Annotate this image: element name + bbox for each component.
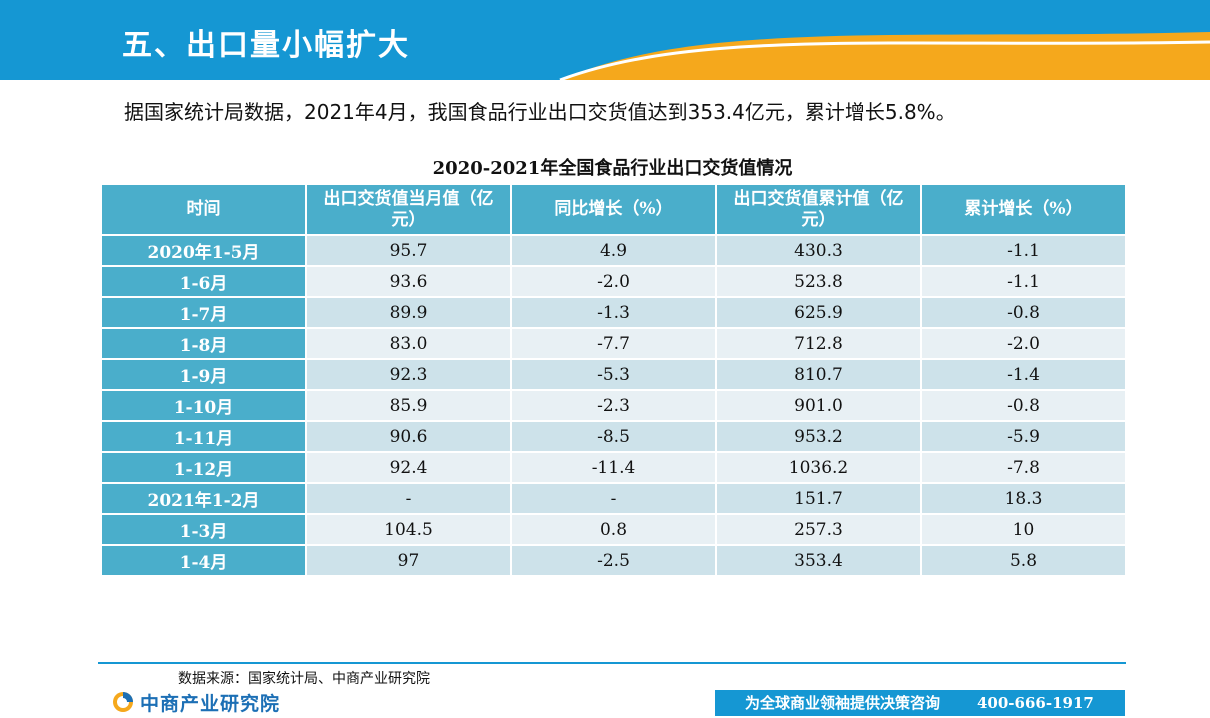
cell-yoy-growth: -2.0 bbox=[510, 265, 717, 298]
footer-slogan: 为全球商业领袖提供决策咨询 bbox=[745, 694, 941, 712]
cell-cumulative-value: 257.3 bbox=[715, 513, 922, 546]
cell-cumulative-growth: -7.8 bbox=[920, 451, 1127, 484]
cell-cumulative-growth: -5.9 bbox=[920, 420, 1127, 453]
logo-text: 中商产业研究院 bbox=[140, 692, 281, 715]
cell-monthly-value: 97 bbox=[305, 544, 512, 577]
cell-time: 2020年1-5月 bbox=[100, 234, 307, 267]
cell-monthly-value: 83.0 bbox=[305, 327, 512, 360]
footer-logo: 中商产业研究院 bbox=[112, 690, 281, 715]
cell-yoy-growth: -11.4 bbox=[510, 451, 717, 484]
cell-cumulative-growth: -0.8 bbox=[920, 296, 1127, 329]
cell-time: 1-11月 bbox=[100, 420, 307, 453]
cell-time: 1-7月 bbox=[100, 296, 307, 329]
table-row: 1-3月 104.5 0.8 257.3 10 bbox=[100, 513, 1127, 546]
cell-cumulative-value: 430.3 bbox=[715, 234, 922, 267]
cell-monthly-value: 92.3 bbox=[305, 358, 512, 391]
cell-yoy-growth: 0.8 bbox=[510, 513, 717, 546]
cell-yoy-growth: -2.3 bbox=[510, 389, 717, 422]
cell-yoy-growth: 4.9 bbox=[510, 234, 717, 267]
cell-cumulative-value: 353.4 bbox=[715, 544, 922, 577]
table-row: 1-6月 93.6 -2.0 523.8 -1.1 bbox=[100, 265, 1127, 298]
header-band: 五、出口量小幅扩大 bbox=[0, 0, 1210, 80]
cell-yoy-growth: -5.3 bbox=[510, 358, 717, 391]
cell-monthly-value: 92.4 bbox=[305, 451, 512, 484]
table-row: 2020年1-5月 95.7 4.9 430.3 -1.1 bbox=[100, 234, 1127, 267]
col-header-cumulative-value: 出口交货值累计值（亿元） bbox=[715, 183, 922, 236]
table-row: 1-11月 90.6 -8.5 953.2 -5.9 bbox=[100, 420, 1127, 453]
cell-cumulative-value: 625.9 bbox=[715, 296, 922, 329]
table-row: 1-4月 97 -2.5 353.4 5.8 bbox=[100, 544, 1127, 577]
cell-time: 1-3月 bbox=[100, 513, 307, 546]
table-row: 1-8月 83.0 -7.7 712.8 -2.0 bbox=[100, 327, 1127, 360]
table-row: 1-12月 92.4 -11.4 1036.2 -7.8 bbox=[100, 451, 1127, 484]
cell-yoy-growth: - bbox=[510, 482, 717, 515]
cell-yoy-growth: -7.7 bbox=[510, 327, 717, 360]
cell-monthly-value: 89.9 bbox=[305, 296, 512, 329]
cell-monthly-value: 85.9 bbox=[305, 389, 512, 422]
cell-cumulative-value: 901.0 bbox=[715, 389, 922, 422]
cell-yoy-growth: -2.5 bbox=[510, 544, 717, 577]
col-header-time: 时间 bbox=[100, 183, 307, 236]
table-row: 1-7月 89.9 -1.3 625.9 -0.8 bbox=[100, 296, 1127, 329]
cell-yoy-growth: -8.5 bbox=[510, 420, 717, 453]
export-value-table: 时间 出口交货值当月值（亿元） 同比增长（%） 出口交货值累计值（亿元） 累计增… bbox=[100, 183, 1127, 577]
cell-time: 1-6月 bbox=[100, 265, 307, 298]
cell-cumulative-growth: -2.0 bbox=[920, 327, 1127, 360]
cell-yoy-growth: -1.3 bbox=[510, 296, 717, 329]
cell-time: 1-8月 bbox=[100, 327, 307, 360]
cell-time: 1-4月 bbox=[100, 544, 307, 577]
cell-cumulative-growth: -0.8 bbox=[920, 389, 1127, 422]
cell-monthly-value: 95.7 bbox=[305, 234, 512, 267]
cell-cumulative-growth: -1.1 bbox=[920, 234, 1127, 267]
cell-cumulative-value: 712.8 bbox=[715, 327, 922, 360]
cell-time: 1-12月 bbox=[100, 451, 307, 484]
cell-monthly-value: 104.5 bbox=[305, 513, 512, 546]
cell-cumulative-growth: -1.1 bbox=[920, 265, 1127, 298]
intro-text: 据国家统计局数据，2021年4月，我国食品行业出口交货值达到353.4亿元，累计… bbox=[124, 100, 956, 124]
cell-cumulative-value: 1036.2 bbox=[715, 451, 922, 484]
cell-monthly-value: 93.6 bbox=[305, 265, 512, 298]
cell-time: 2021年1-2月 bbox=[100, 482, 307, 515]
col-header-monthly-value: 出口交货值当月值（亿元） bbox=[305, 183, 512, 236]
cell-cumulative-value: 151.7 bbox=[715, 482, 922, 515]
table-title: 2020-2021年全国食品行业出口交货值情况 bbox=[432, 158, 793, 179]
cell-cumulative-growth: -1.4 bbox=[920, 358, 1127, 391]
table-row: 1-9月 92.3 -5.3 810.7 -1.4 bbox=[100, 358, 1127, 391]
cell-time: 1-10月 bbox=[100, 389, 307, 422]
header-accent-shape bbox=[559, 32, 1210, 80]
zhongshang-logo-icon bbox=[113, 692, 133, 712]
col-header-cumulative-growth: 累计增长（%） bbox=[920, 183, 1127, 236]
col-header-yoy-growth: 同比增长（%） bbox=[510, 183, 717, 236]
page-title: 五、出口量小幅扩大 bbox=[122, 28, 410, 63]
cell-cumulative-value: 953.2 bbox=[715, 420, 922, 453]
cell-monthly-value: - bbox=[305, 482, 512, 515]
table-row: 2021年1-2月 - -151.7 18.3 bbox=[100, 482, 1127, 515]
footer-divider bbox=[98, 662, 1126, 664]
cell-cumulative-growth: 18.3 bbox=[920, 482, 1127, 515]
cell-time: 1-9月 bbox=[100, 358, 307, 391]
data-source: 数据来源：国家统计局、中商产业研究院 bbox=[178, 671, 430, 687]
cell-monthly-value: 90.6 bbox=[305, 420, 512, 453]
cell-cumulative-value: 523.8 bbox=[715, 265, 922, 298]
cell-cumulative-growth: 5.8 bbox=[920, 544, 1127, 577]
footer-band: 为全球商业领袖提供决策咨询 400-666-1917 bbox=[715, 690, 1125, 716]
table-row: 1-10月 85.9 -2.3 901.0 -0.8 bbox=[100, 389, 1127, 422]
footer-phone: 400-666-1917 bbox=[977, 694, 1094, 712]
table-header-row: 时间 出口交货值当月值（亿元） 同比增长（%） 出口交货值累计值（亿元） 累计增… bbox=[100, 183, 1127, 236]
cell-cumulative-value: 810.7 bbox=[715, 358, 922, 391]
cell-cumulative-growth: 10 bbox=[920, 513, 1127, 546]
